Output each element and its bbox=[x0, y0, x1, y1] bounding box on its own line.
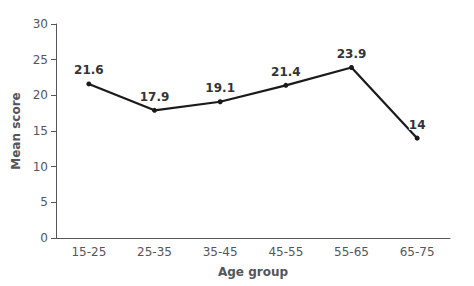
svg-text:10: 10 bbox=[33, 160, 48, 174]
svg-text:65-75: 65-75 bbox=[400, 245, 435, 259]
svg-text:20: 20 bbox=[33, 88, 48, 102]
svg-text:15-25: 15-25 bbox=[71, 245, 106, 259]
svg-text:14: 14 bbox=[409, 118, 426, 132]
svg-text:55-65: 55-65 bbox=[334, 245, 369, 259]
svg-text:35-45: 35-45 bbox=[203, 245, 238, 259]
svg-text:25-35: 25-35 bbox=[137, 245, 172, 259]
svg-text:19.1: 19.1 bbox=[205, 81, 235, 95]
svg-text:5: 5 bbox=[40, 195, 48, 209]
svg-text:0: 0 bbox=[40, 231, 48, 245]
svg-text:Age group: Age group bbox=[218, 265, 288, 279]
svg-text:15: 15 bbox=[33, 124, 48, 138]
svg-text:23.9: 23.9 bbox=[337, 47, 367, 61]
svg-text:25: 25 bbox=[33, 53, 48, 67]
svg-text:Mean score: Mean score bbox=[9, 92, 23, 169]
svg-text:30: 30 bbox=[33, 17, 48, 31]
svg-text:17.9: 17.9 bbox=[140, 90, 170, 104]
svg-text:45-55: 45-55 bbox=[268, 245, 303, 259]
svg-text:21.4: 21.4 bbox=[271, 65, 301, 79]
svg-text:21.6: 21.6 bbox=[74, 63, 104, 77]
